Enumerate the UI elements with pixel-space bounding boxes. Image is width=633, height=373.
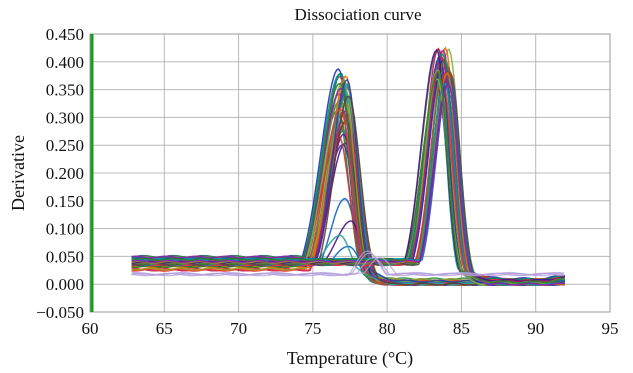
y-tick-label: 0.100 bbox=[46, 220, 84, 239]
y-tick-label: −0.050 bbox=[36, 303, 84, 322]
y-tick-labels: −0.050 0.000 0.050 0.100 0.150 0.200 0.250 0.30… bbox=[36, 25, 84, 322]
y-tick-label: 0.050 bbox=[46, 247, 84, 266]
x-tick-label: 70 bbox=[230, 319, 247, 338]
curves bbox=[131, 46, 566, 286]
y-tick-label: 0.150 bbox=[46, 192, 84, 211]
y-tick-label: 0.250 bbox=[46, 136, 84, 155]
melt-curve bbox=[131, 70, 565, 284]
y-tick-label: 0.450 bbox=[46, 25, 84, 44]
x-tick-label: 95 bbox=[602, 319, 619, 338]
y-tick-label: 0.300 bbox=[46, 108, 84, 127]
x-tick-label: 60 bbox=[82, 319, 99, 338]
y-tick-label: 0.000 bbox=[46, 275, 84, 294]
y-axis-title: Derivative bbox=[8, 135, 28, 211]
x-tick-label: 90 bbox=[527, 319, 544, 338]
x-tick-labels: 60 65 70 75 80 85 90 95 bbox=[82, 319, 619, 338]
y-tick-label: 0.400 bbox=[46, 53, 84, 72]
x-axis-title: Temperature (°C) bbox=[287, 348, 413, 369]
chart-title: Dissociation curve bbox=[295, 5, 422, 24]
x-tick-label: 80 bbox=[379, 319, 396, 338]
melt-curve bbox=[131, 82, 565, 286]
melt-curve bbox=[131, 252, 564, 277]
x-tick-label: 85 bbox=[453, 319, 470, 338]
plot-frame bbox=[89, 33, 611, 313]
x-tick-label: 65 bbox=[156, 319, 173, 338]
y-tick-label: 0.350 bbox=[46, 81, 84, 100]
x-tick-label: 75 bbox=[304, 319, 321, 338]
y-tick-label: 0.200 bbox=[46, 164, 84, 183]
